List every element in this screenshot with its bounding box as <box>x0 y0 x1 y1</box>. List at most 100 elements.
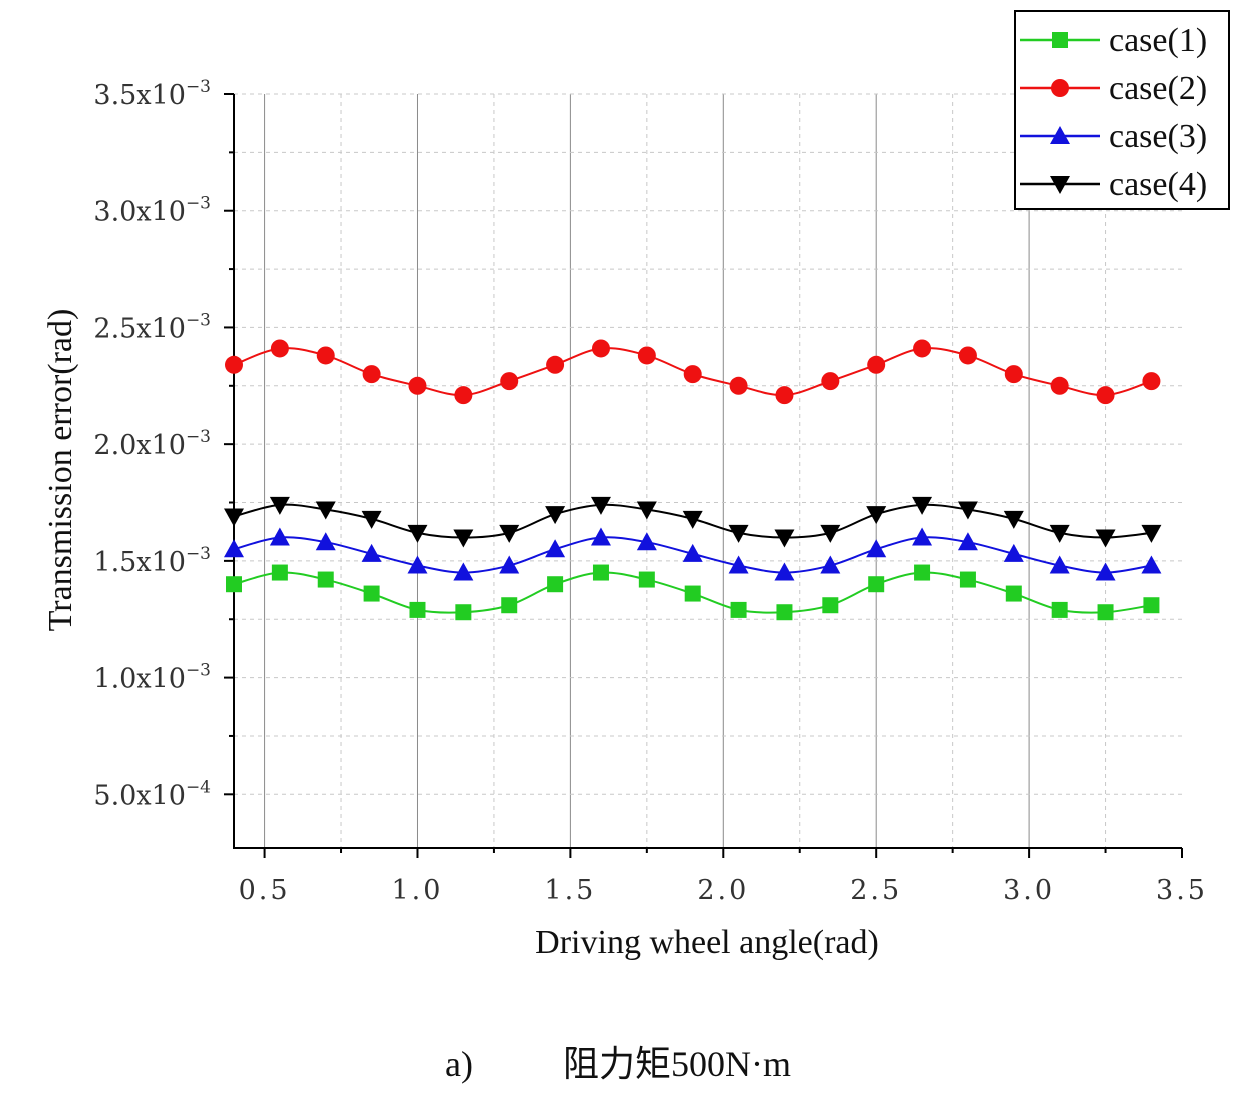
data-point-square <box>226 576 242 593</box>
data-point-triangle-up <box>499 555 520 574</box>
data-point-circle <box>913 339 932 358</box>
y-tick-label: 1.5x10−3 <box>93 544 211 578</box>
data-point-triangle-up <box>1049 555 1070 574</box>
data-point-square <box>684 585 701 602</box>
caption-label: a) <box>445 1044 473 1084</box>
data-point-triangle-up <box>1050 126 1070 144</box>
data-point-triangle-up <box>361 543 382 562</box>
x-tick-label: 3.0 <box>1003 875 1055 906</box>
data-point-triangle-up <box>636 532 657 551</box>
data-point-triangle-down <box>407 524 428 543</box>
data-point-square <box>409 601 426 618</box>
data-point-triangle-down <box>545 506 566 525</box>
data-point-circle <box>500 372 519 391</box>
data-point-triangle-down <box>269 496 290 515</box>
data-point-triangle-down <box>866 506 887 525</box>
data-point-circle <box>729 376 748 395</box>
legend-label: case(4) <box>1109 166 1207 203</box>
data-point-square <box>547 576 564 593</box>
axes: 0.5 1.0 1.5 2.0 2.5 3.0 3.5 5.0x10−4 1.0x10−3 1.5… <box>93 77 1208 906</box>
data-point-triangle-down <box>1049 524 1070 543</box>
data-point-square <box>592 564 609 581</box>
y-tick-label: 3.0x10−3 <box>93 194 211 228</box>
x-tick-label: 2.5 <box>850 875 902 906</box>
x-tick-label: 1.5 <box>544 875 596 906</box>
data-point-triangle-down <box>315 501 336 520</box>
x-tick-label: 3.5 <box>1156 875 1208 906</box>
caption-text: 阻力矩500N·m <box>563 1044 791 1084</box>
x-tick-label: 2.0 <box>697 875 749 906</box>
data-point-circle <box>270 339 289 358</box>
data-point-triangle-up <box>269 527 290 546</box>
data-point-circle <box>821 372 840 391</box>
data-point-square <box>1051 601 1068 618</box>
grid-lines <box>234 93 1182 848</box>
data-point-triangle-down <box>912 496 933 515</box>
data-point-circle <box>225 355 243 374</box>
data-point-triangle-down <box>820 524 841 543</box>
data-point-triangle-up <box>590 527 611 546</box>
data-point-triangle-up <box>820 555 841 574</box>
data-point-triangle-up <box>545 539 566 558</box>
x-axis-label: Driving wheel angle(rad) <box>535 924 879 961</box>
data-point-triangle-down <box>453 529 474 548</box>
data-point-triangle-up <box>957 532 978 551</box>
data-point-circle <box>775 386 794 405</box>
data-point-triangle-up <box>912 527 933 546</box>
data-point-triangle-up <box>1141 555 1162 574</box>
data-point-circle <box>1051 79 1069 97</box>
legend: case(1) case(2) case(3) case(4) <box>1014 10 1230 210</box>
data-point-square <box>455 604 472 621</box>
y-tick-label: 2.0x10−3 <box>93 427 211 461</box>
data-point-triangle-down <box>1141 524 1162 543</box>
data-point-circle <box>867 355 886 374</box>
y-tick-label: 3.5x10−3 <box>93 77 211 111</box>
series-case4 <box>224 496 1162 548</box>
legend-box <box>1014 10 1230 210</box>
data-point-triangle-down <box>957 501 978 520</box>
data-point-triangle-up <box>1095 562 1116 581</box>
data-point-triangle-up <box>453 562 474 581</box>
data-point-triangle-up <box>407 555 428 574</box>
series-lines <box>224 339 1162 621</box>
data-point-square <box>1052 32 1068 48</box>
data-point-triangle-up <box>728 555 749 574</box>
data-point-circle <box>454 386 473 405</box>
y-tick-label: 1.0x10−3 <box>93 661 211 695</box>
series-case1 <box>226 564 1160 621</box>
data-point-square <box>730 601 747 618</box>
data-point-triangle-up <box>682 543 703 562</box>
data-point-circle <box>546 355 565 374</box>
data-point-triangle-down <box>361 510 382 529</box>
data-point-square <box>363 585 380 602</box>
legend-label: case(3) <box>1109 118 1207 155</box>
y-tick-label: 5.0x10−4 <box>93 777 211 811</box>
data-point-square <box>1005 585 1022 602</box>
data-point-circle <box>683 365 702 384</box>
data-point-square <box>868 576 885 593</box>
data-point-circle <box>637 346 656 365</box>
data-point-circle <box>408 376 427 395</box>
y-axis-label: Transmission error(rad) <box>42 309 79 632</box>
data-point-triangle-down <box>682 510 703 529</box>
data-point-circle <box>958 346 977 365</box>
data-point-square <box>501 597 518 614</box>
series-case2 <box>225 339 1161 405</box>
data-point-circle <box>362 365 381 384</box>
data-point-square <box>959 571 976 588</box>
data-point-square <box>317 571 334 588</box>
data-point-triangle-down <box>774 529 795 548</box>
data-point-square <box>1143 597 1160 614</box>
data-point-triangle-down <box>728 524 749 543</box>
legend-label: case(1) <box>1109 22 1207 59</box>
data-point-square <box>914 564 931 581</box>
x-tick-label: 0.5 <box>239 875 291 906</box>
data-point-square <box>271 564 288 581</box>
data-point-triangle-down <box>590 496 611 515</box>
data-point-square <box>638 571 655 588</box>
data-point-triangle-up <box>1003 543 1024 562</box>
data-point-square <box>776 604 793 621</box>
data-point-circle <box>1096 386 1115 405</box>
data-point-triangle-up <box>224 539 244 558</box>
